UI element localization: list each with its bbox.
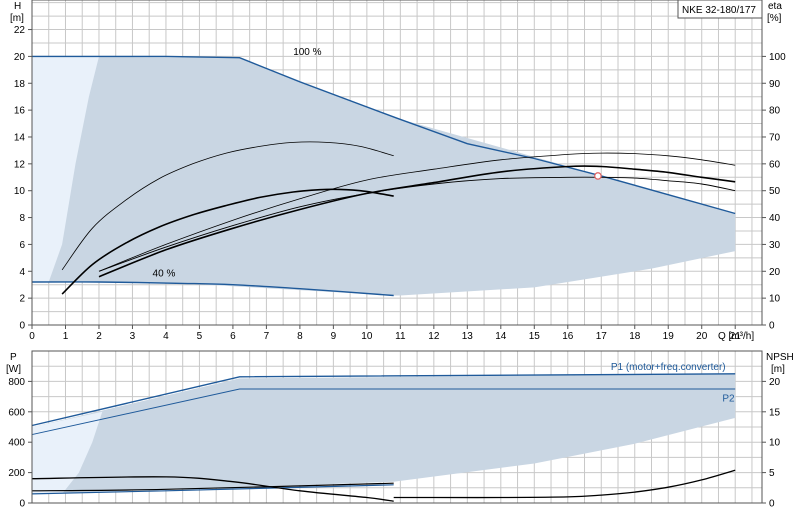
right-y-tick-label: 0 [769, 321, 775, 332]
eta-curve-line [98, 165, 736, 278]
right-y-tick-label: 70 [769, 132, 781, 143]
model-label: NKE 32-180/177 [682, 5, 756, 16]
H-curve-line [61, 141, 394, 271]
H-curve-line [61, 188, 394, 295]
p1-series-label: P1 (motor+freq.converter) [611, 362, 726, 373]
p1-motor-freq-converter-line [31, 373, 736, 427]
x-tick-label: 5 [197, 331, 203, 342]
right-y-tick-label: 10 [769, 294, 781, 305]
left-y-tick-label: 8 [19, 213, 25, 224]
left-y-tick-label: 12 [14, 159, 26, 170]
left-y-tick-label: 800 [8, 377, 25, 388]
power-npsh-plot: 0 200 400 600 800 0 5 10 15 20 P [W] NPSH [m] P1… [6, 350, 794, 510]
x-tick-label: 4 [163, 331, 169, 342]
left-y-tick-label: 20 [14, 52, 26, 63]
npsh-axis-title: NPSH [766, 352, 794, 363]
speed-40-percent-label: 40 % [153, 269, 176, 280]
low-flow-area [32, 411, 103, 494]
left-y-tick-label: 400 [8, 438, 25, 449]
right-y-tick-label: 60 [769, 159, 781, 170]
x-tick-label: 7 [264, 331, 270, 342]
head-plot-frame [31, 0, 763, 326]
low-flow-area [32, 56, 99, 283]
x-tick-label: 9 [331, 331, 337, 342]
max-speed-line [32, 55, 736, 215]
model-label-box [677, 0, 763, 19]
right-y-tick-label: 5 [769, 468, 775, 479]
x-tick-label: 21 [730, 331, 742, 342]
npsh-curve-line [393, 469, 736, 499]
eta-axis-unit: [%] [767, 13, 782, 24]
power-axis-title: P [10, 352, 17, 363]
x-tick-label: 16 [562, 331, 574, 342]
right-y-tick-label: 100 [769, 52, 786, 63]
right-y-tick-label: 40 [769, 213, 781, 224]
left-y-tick-label: 0 [19, 499, 25, 510]
left-y-tick-label: 0 [19, 321, 25, 332]
operating-range-area [32, 373, 736, 494]
npsh-axis-unit: [m] [771, 364, 785, 375]
power-low-line [31, 482, 394, 492]
left-y-tick-label: 6 [19, 240, 25, 251]
right-y-tick-label: 80 [769, 106, 781, 117]
min-speed-line [31, 281, 394, 297]
right-y-tick-label: 20 [769, 267, 781, 278]
x-tick-label: 8 [297, 331, 303, 342]
p2-series-label: P2 [722, 393, 735, 404]
x-tick-label: 0 [29, 331, 35, 342]
x-tick-label: 3 [130, 331, 136, 342]
left-y-tick-label: 14 [14, 132, 26, 143]
power-plot-frame [31, 350, 763, 504]
npsh-curve-line [31, 476, 394, 502]
left-y-tick-label: 200 [8, 468, 25, 479]
x-tick-label: 15 [529, 331, 541, 342]
right-y-tick-label: 50 [769, 186, 781, 197]
head-axis-unit: [m] [10, 13, 24, 24]
x-tick-label: 14 [495, 331, 507, 342]
x-tick-label: 10 [361, 331, 373, 342]
x-tick-label: 20 [696, 331, 708, 342]
power-axis-unit: [W] [6, 364, 21, 375]
left-y-tick-label: 600 [8, 407, 25, 418]
x-tick-label: 2 [96, 331, 102, 342]
right-y-tick-label: 30 [769, 240, 781, 251]
left-y-tick-label: 10 [14, 186, 26, 197]
x-tick-label: 1 [63, 331, 69, 342]
right-y-tick-label: 15 [769, 407, 781, 418]
left-y-tick-label: 18 [14, 79, 26, 90]
flow-axis-title: Q [m³/h] [718, 331, 754, 342]
duty-point-marker [594, 172, 602, 180]
left-y-tick-label: 2 [19, 294, 25, 305]
p2-line [31, 388, 736, 436]
left-y-tick-label: 22 [14, 25, 26, 36]
x-tick-label: 11 [395, 331, 406, 342]
x-tick-label: 18 [629, 331, 641, 342]
eta-curve-line [98, 176, 736, 272]
speed-100-percent-label: 100 % [293, 47, 321, 58]
x-tick-label: 17 [596, 331, 608, 342]
left-y-tick-label: 16 [14, 106, 26, 117]
eta-curve-line [98, 152, 736, 272]
eta-axis-title: eta [768, 1, 782, 12]
right-y-tick-label: 90 [769, 79, 781, 90]
head-axis-title: H [14, 1, 21, 12]
power-low-line [31, 484, 394, 495]
right-y-tick-label: 20 [769, 377, 781, 388]
x-tick-label: 13 [462, 331, 474, 342]
x-tick-label: 6 [230, 331, 236, 342]
right-y-tick-label: 0 [769, 499, 775, 510]
x-tick-label: 12 [428, 331, 440, 342]
left-y-tick-label: 4 [19, 267, 25, 278]
x-tick-label: 19 [663, 331, 675, 342]
head-efficiency-plot: 0 1 2 3 4 5 6 7 8 9 10 11 12 13 14 15 16 17 18 19 20 21 02468… [10, 0, 786, 342]
right-y-tick-label: 10 [769, 438, 781, 449]
